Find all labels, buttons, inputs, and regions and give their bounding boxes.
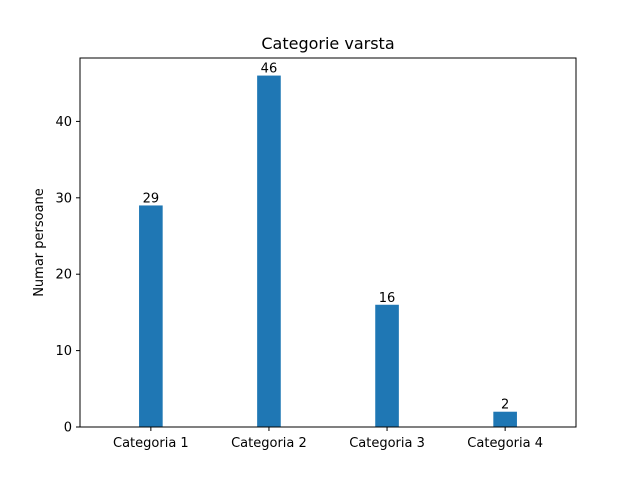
bars-group xyxy=(139,75,517,427)
y-axis-label: Numar persoane xyxy=(32,188,47,297)
y-tick-label-30: 30 xyxy=(55,191,72,206)
bar-value-label-1: 29 xyxy=(143,191,160,206)
y-axis: 0 10 20 30 40 xyxy=(55,115,80,436)
y-tick-label-0: 0 xyxy=(64,421,72,436)
x-tick-label-4: Categoria 4 xyxy=(467,436,543,451)
bar-value-label-3: 16 xyxy=(379,291,396,306)
x-tick-label-1: Categoria 1 xyxy=(113,436,189,451)
y-tick-label-40: 40 xyxy=(55,115,72,130)
x-tick-label-3: Categoria 3 xyxy=(349,436,425,451)
chart-title: Categorie varsta xyxy=(261,34,394,53)
bar-labels-group: 29 46 16 2 xyxy=(143,62,510,413)
bar-value-label-4: 2 xyxy=(501,398,509,413)
x-tick-label-2: Categoria 2 xyxy=(231,436,307,451)
plot-frame xyxy=(79,57,577,428)
bar-3 xyxy=(375,304,399,427)
x-axis: Categoria 1 Categoria 2 Categoria 3 Categor… xyxy=(113,427,543,451)
bar-value-label-2: 46 xyxy=(261,62,278,77)
y-tick-label-10: 10 xyxy=(55,344,72,359)
y-tick-label-20: 20 xyxy=(55,268,72,283)
bar-4 xyxy=(493,411,517,427)
bar-2 xyxy=(257,75,281,427)
bar-1 xyxy=(139,205,163,427)
